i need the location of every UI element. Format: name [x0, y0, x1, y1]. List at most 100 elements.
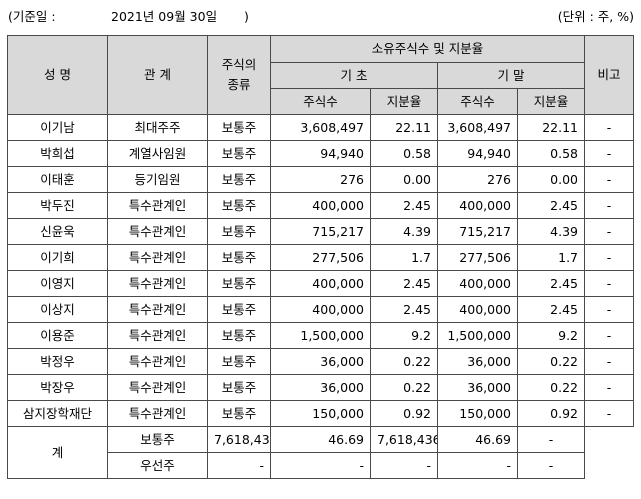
begin-shares-cell: 400,000: [270, 296, 371, 323]
begin-shares-cell: 1,500,000: [270, 322, 371, 349]
header-begin-ratio: 지분율: [370, 88, 438, 115]
table-row: 박두진 특수관계인 보통주 400,000 2.45 400,000 2.45-: [7, 192, 635, 219]
base-date-value: 2021년 09월 30일: [111, 9, 218, 24]
stock-type-cell: 보통주: [207, 400, 271, 427]
stock-type-cell: 보통주: [207, 114, 271, 141]
holder-relation-cell: 특수관계인: [107, 400, 208, 427]
stock-type-cell: 보통주: [207, 296, 271, 323]
holder-relation-cell: 계열사임원: [107, 140, 208, 167]
stock-type-cell: 보통주: [207, 166, 271, 193]
table-row: 삼지장학재단 특수관계인 보통주 150,000 0.92 150,000 0.92-: [7, 400, 635, 427]
holder-name-cell: 이상지: [7, 296, 108, 323]
begin-shares-cell: 36,000: [270, 348, 371, 375]
begin-shares-cell: 36,000: [270, 374, 371, 401]
end-shares-cell: 276: [437, 166, 518, 193]
total-preferred-type: 우선주: [107, 452, 208, 479]
table-body: 이기남 최대주주 보통주 3,608,497 22.11 3,608,497 22.11- 박…: [7, 114, 635, 427]
end-shares-cell: 1,500,000: [437, 322, 518, 349]
header-name: 성 명: [7, 35, 108, 115]
header-end: 기 말: [436, 62, 586, 89]
total-preferred-note: -: [516, 452, 586, 479]
end-shares-cell: 400,000: [437, 192, 518, 219]
table-row: 신윤욱 특수관계인 보통주 715,217 4.39 715,217 4.39-: [7, 218, 635, 245]
stock-type-cell: 보통주: [207, 322, 271, 349]
header-stock-type-text: 주식의 종류: [221, 57, 257, 92]
holder-relation-cell: 등기임원: [107, 166, 208, 193]
holder-name-cell: 박장우: [7, 374, 108, 401]
note-cell: -: [584, 400, 635, 427]
begin-shares-cell: 150,000: [270, 400, 371, 427]
end-shares-cell: 715,217: [437, 218, 518, 245]
holder-name-cell: 이태훈: [7, 166, 108, 193]
header-stock-type: 주식의 종류: [207, 35, 271, 115]
holder-name-cell: 이영지: [7, 270, 108, 297]
note-cell: -: [584, 166, 635, 193]
begin-shares-cell: 94,940: [270, 140, 371, 167]
begin-shares-cell: 277,506: [270, 244, 371, 271]
begin-shares-cell: 400,000: [270, 270, 371, 297]
end-ratio-cell: 4.39: [516, 218, 586, 245]
holder-relation-cell: 특수관계인: [107, 270, 208, 297]
table-row: 이태훈 등기임원 보통주 276 0.00 276 0.00-: [7, 166, 635, 193]
holder-name-cell: 삼지장학재단: [7, 400, 108, 427]
table-row: 이기희 특수관계인 보통주 277,506 1.7 277,506 1.7-: [7, 244, 635, 271]
begin-ratio-cell: 2.45: [370, 296, 438, 323]
end-ratio-cell: 0.00: [516, 166, 586, 193]
begin-shares-cell: 276: [270, 166, 371, 193]
total-common-begin-ratio: 46.69: [270, 426, 371, 453]
total-common-begin-shares: 7,618,436: [207, 426, 271, 453]
stock-type-cell: 보통주: [207, 374, 271, 401]
note-cell: -: [584, 218, 635, 245]
end-ratio-cell: 2.45: [516, 296, 586, 323]
header-begin-shares: 주식수: [270, 88, 371, 115]
header-relation: 관 계: [107, 35, 208, 115]
stock-type-cell: 보통주: [207, 218, 271, 245]
note-cell: -: [584, 140, 635, 167]
end-shares-cell: 400,000: [437, 296, 518, 323]
begin-ratio-cell: 2.45: [370, 270, 438, 297]
begin-shares-cell: 3,608,497: [270, 114, 371, 141]
holder-name-cell: 박정우: [7, 348, 108, 375]
total-common-note: -: [516, 426, 586, 453]
stock-type-cell: 보통주: [207, 348, 271, 375]
holder-relation-cell: 특수관계인: [107, 296, 208, 323]
end-shares-cell: 150,000: [437, 400, 518, 427]
table-row: 이용준 특수관계인 보통주 1,500,000 9.2 1,500,000 9.2-: [7, 322, 635, 349]
begin-ratio-cell: 22.11: [370, 114, 438, 141]
total-section: 계 보통주 7,618,436 46.69 7,618,436 46.69 - …: [7, 426, 634, 479]
end-shares-cell: 94,940: [437, 140, 518, 167]
table-row: 박희섭 계열사임원 보통주 94,940 0.58 94,940 0.58-: [7, 140, 635, 167]
total-preferred-end-ratio: -: [437, 452, 518, 479]
header-end-shares: 주식수: [437, 88, 518, 115]
end-ratio-cell: 1.7: [516, 244, 586, 271]
stock-type-cell: 보통주: [207, 192, 271, 219]
begin-ratio-cell: 0.92: [370, 400, 438, 427]
header-holdings: 소유주식수 및 지분율: [269, 35, 586, 63]
holder-relation-cell: 특수관계인: [107, 374, 208, 401]
stock-type-cell: 보통주: [207, 270, 271, 297]
holder-relation-cell: 특수관계인: [107, 192, 208, 219]
end-shares-cell: 36,000: [437, 348, 518, 375]
end-ratio-cell: 0.92: [516, 400, 586, 427]
end-ratio-cell: 0.22: [516, 348, 586, 375]
note-cell: -: [584, 322, 635, 349]
shareholder-table: 성 명 관 계 주식의 종류 소유주식수 및 지분율 비고 기 초 기 말 주식…: [7, 35, 635, 479]
end-ratio-cell: 22.11: [516, 114, 586, 141]
end-ratio-cell: 9.2: [516, 322, 586, 349]
begin-ratio-cell: 1.7: [370, 244, 438, 271]
holder-name-cell: 이기남: [7, 114, 108, 141]
begin-ratio-cell: 0.00: [370, 166, 438, 193]
begin-ratio-cell: 0.22: [370, 348, 438, 375]
begin-ratio-cell: 2.45: [370, 192, 438, 219]
base-date-label: (기준일 :: [8, 9, 56, 24]
total-row-preferred: 우선주 - - - - -: [8, 452, 634, 479]
end-ratio-cell: 2.45: [516, 270, 586, 297]
end-ratio-cell: 0.22: [516, 374, 586, 401]
note-cell: -: [584, 192, 635, 219]
end-ratio-cell: 0.58: [516, 140, 586, 167]
note-cell: -: [584, 114, 635, 141]
total-preferred-begin-ratio: -: [270, 452, 371, 479]
table-caption: (기준일 : 2021년 09월 30일 ) (단위 : 주, %): [8, 9, 634, 25]
end-ratio-cell: 2.45: [516, 192, 586, 219]
base-date-close: ): [244, 9, 249, 24]
